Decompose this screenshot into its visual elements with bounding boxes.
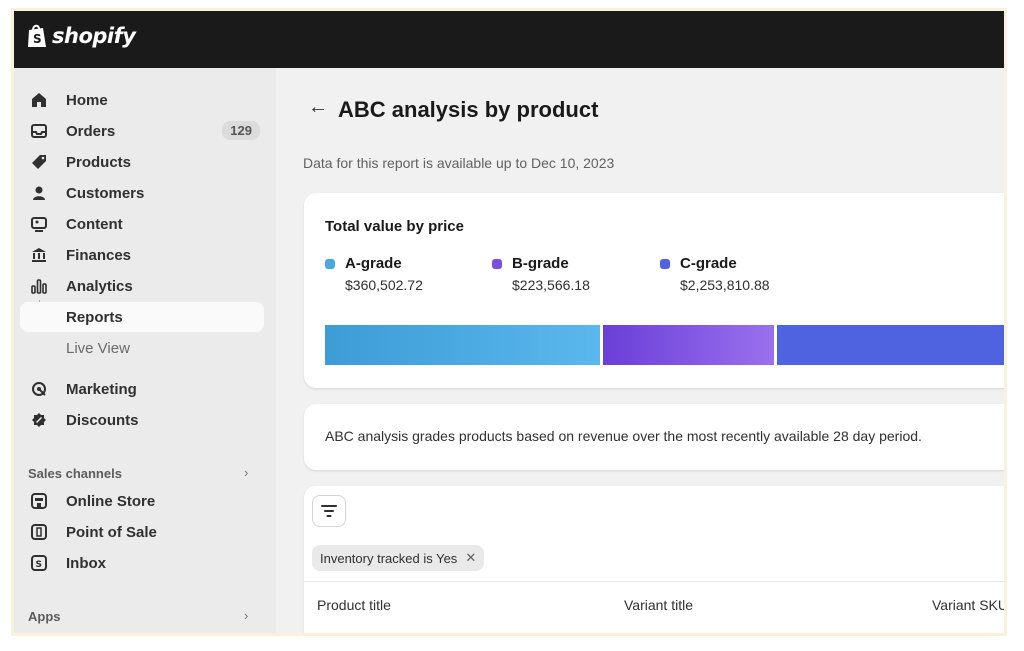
sidebar-item-label: Discounts bbox=[66, 411, 139, 429]
sidebar-item-label: Finances bbox=[66, 246, 132, 264]
page-subtitle: Data for this report is available up to … bbox=[303, 155, 615, 171]
column-header-variant-title[interactable]: Variant title bbox=[624, 597, 693, 613]
orders-icon bbox=[29, 121, 49, 141]
discount-icon bbox=[29, 410, 49, 430]
grade-c-swatch bbox=[660, 259, 670, 269]
sidebar-item-orders[interactable]: Orders 129 bbox=[20, 116, 264, 146]
brand-name: shopify bbox=[52, 24, 136, 48]
grade-name: A-grade bbox=[345, 255, 402, 272]
top-bar: S shopify bbox=[14, 11, 1004, 68]
tag-icon bbox=[29, 152, 49, 172]
pos-icon bbox=[29, 522, 49, 542]
content-icon bbox=[29, 214, 49, 234]
shopify-logo[interactable]: S shopify bbox=[26, 23, 136, 49]
sidebar-item-inbox[interactable]: S Inbox bbox=[20, 548, 264, 578]
sidebar-item-label: Marketing bbox=[66, 380, 137, 398]
back-arrow-icon[interactable]: ← bbox=[308, 96, 328, 118]
target-icon bbox=[29, 379, 49, 399]
grade-value: $360,502.72 bbox=[345, 277, 423, 293]
sidebar-item-label: Point of Sale bbox=[66, 523, 157, 541]
home-icon bbox=[29, 90, 49, 110]
person-icon bbox=[29, 183, 49, 203]
grade-name: B-grade bbox=[512, 255, 569, 272]
sidebar-item-live-view[interactable]: Live View bbox=[20, 333, 264, 363]
sidebar: Home Orders 129 Products Customers bbox=[14, 68, 276, 633]
svg-text:S: S bbox=[36, 560, 42, 570]
products-table-card: Inventory tracked is Yes ✕ Product title… bbox=[304, 486, 1007, 633]
column-header-product-title[interactable]: Product title bbox=[317, 597, 391, 613]
store-icon bbox=[29, 491, 49, 511]
sidebar-item-label: Products bbox=[66, 153, 132, 171]
sidebar-item-label: Analytics bbox=[66, 277, 133, 295]
total-value-card: Total value by price A-grade $360,502.72… bbox=[304, 193, 1004, 388]
info-card: ABC analysis grades products based on re… bbox=[304, 404, 1004, 470]
page-title: ABC analysis by product bbox=[338, 97, 599, 122]
apps-label[interactable]: Apps bbox=[28, 609, 61, 624]
column-header-variant-sku[interactable]: Variant SKU bbox=[932, 597, 1007, 613]
grade-distribution-bar bbox=[325, 325, 1004, 365]
bank-icon bbox=[29, 245, 49, 265]
sidebar-item-discounts[interactable]: Discounts bbox=[20, 405, 264, 435]
sidebar-item-analytics[interactable]: Analytics bbox=[20, 271, 264, 301]
sidebar-item-label: Live View bbox=[66, 339, 130, 357]
sidebar-item-reports[interactable]: Reports bbox=[20, 302, 264, 332]
sidebar-item-online-store[interactable]: Online Store bbox=[20, 486, 264, 516]
sidebar-item-label: Customers bbox=[66, 184, 145, 202]
sidebar-item-label: Online Store bbox=[66, 492, 156, 510]
sidebar-item-home[interactable]: Home bbox=[20, 85, 264, 115]
sidebar-item-finances[interactable]: Finances bbox=[20, 240, 264, 270]
shopify-bag-icon: S bbox=[28, 24, 46, 47]
grade-b-swatch bbox=[492, 259, 502, 269]
main-content: ← ABC analysis by product Data for this … bbox=[276, 68, 1007, 633]
filter-icon bbox=[321, 505, 337, 517]
close-icon[interactable]: ✕ bbox=[465, 550, 477, 565]
sidebar-item-label: Inbox bbox=[66, 554, 106, 572]
sidebar-item-point-of-sale[interactable]: Point of Sale bbox=[20, 517, 264, 547]
filter-button[interactable] bbox=[312, 495, 346, 527]
app-frame: S shopify Home Orders 129 Products bbox=[11, 8, 1007, 636]
filter-chip[interactable]: Inventory tracked is Yes ✕ bbox=[312, 545, 485, 571]
bar-chart-icon bbox=[29, 276, 49, 296]
chevron-right-icon[interactable]: › bbox=[244, 465, 249, 480]
grade-c-bar[interactable] bbox=[777, 325, 1004, 365]
grade-a-bar[interactable] bbox=[325, 325, 600, 365]
sidebar-item-label: Reports bbox=[66, 308, 123, 326]
chevron-right-icon[interactable]: › bbox=[244, 608, 249, 623]
sidebar-item-content[interactable]: Content bbox=[20, 209, 264, 239]
sidebar-item-marketing[interactable]: Marketing bbox=[20, 374, 264, 404]
inbox-icon: S bbox=[29, 553, 49, 573]
grade-name: C-grade bbox=[680, 255, 737, 272]
filter-chip-label: Inventory tracked is Yes bbox=[320, 550, 458, 566]
sales-channels-label[interactable]: Sales channels bbox=[28, 466, 122, 481]
orders-count-badge: 129 bbox=[222, 121, 260, 140]
grade-a-swatch bbox=[325, 259, 335, 269]
divider bbox=[304, 581, 1004, 582]
card-title: Total value by price bbox=[325, 218, 464, 235]
sidebar-item-label: Content bbox=[66, 215, 123, 233]
svg-text:S: S bbox=[33, 32, 42, 46]
grade-value: $2,253,810.88 bbox=[680, 277, 770, 293]
sidebar-item-customers[interactable]: Customers bbox=[20, 178, 264, 208]
sidebar-item-label: Orders bbox=[66, 122, 116, 140]
sidebar-item-products[interactable]: Products bbox=[20, 147, 264, 177]
grade-b-bar[interactable] bbox=[603, 325, 774, 365]
analysis-description: ABC analysis grades products based on re… bbox=[325, 428, 922, 444]
sidebar-item-label: Home bbox=[66, 91, 108, 109]
grade-value: $223,566.18 bbox=[512, 277, 590, 293]
